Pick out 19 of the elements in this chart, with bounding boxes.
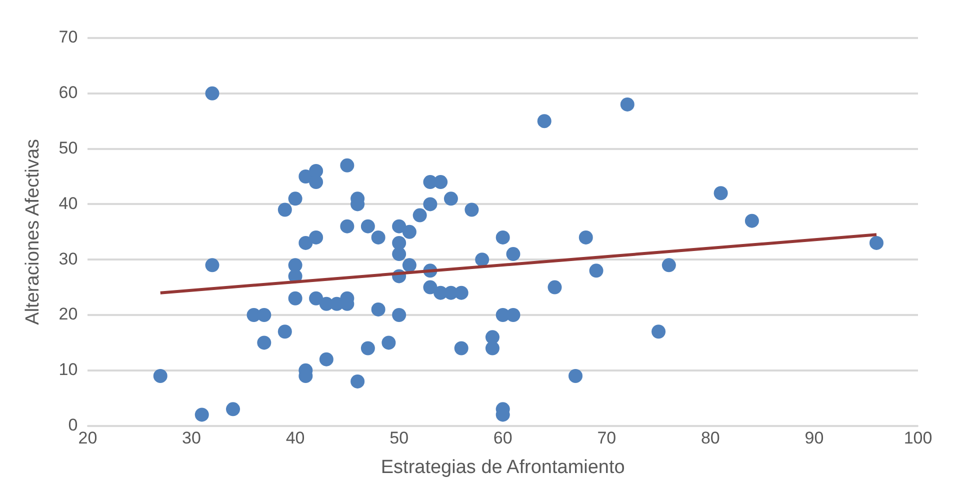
x-tick-label: 90 [804,428,824,448]
y-tick-label: 40 [58,194,78,213]
x-axis-title: Estrategias de Afrontamiento [380,456,625,478]
x-tick-label: 60 [493,428,512,448]
x-tick-label: 100 [904,428,932,448]
y-tick-label: 0 [68,415,78,434]
x-tick-label: 20 [78,428,98,448]
x-tick-label: 80 [700,428,720,448]
y-tick-label: 30 [58,249,78,268]
x-tick-label: 30 [182,428,201,448]
y-tick-label: 10 [58,360,78,380]
x-tick-label: 70 [597,428,616,448]
y-axis-title: Alteraciones Afectivas [22,138,44,325]
x-tick-label: 50 [390,428,409,448]
y-tick-label: 70 [58,28,78,47]
y-tick-label: 50 [58,138,78,158]
x-tick-label: 40 [286,428,305,448]
y-tick-label: 20 [58,304,78,324]
y-tick-label: 60 [58,83,78,102]
